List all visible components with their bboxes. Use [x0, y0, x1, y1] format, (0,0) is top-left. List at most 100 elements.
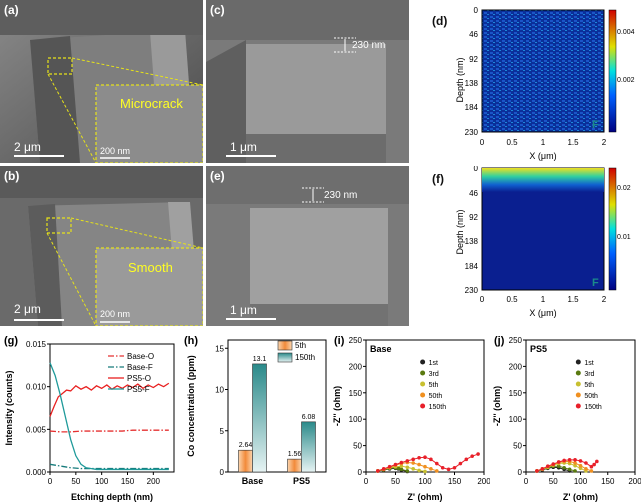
- point-i-2-5: [405, 465, 410, 470]
- point-j-1-5: [562, 465, 566, 470]
- legend-label-i-4: 150th: [429, 404, 447, 411]
- xtick-label-i-4: 200: [477, 477, 490, 486]
- xlabel-d: X (μm): [529, 151, 556, 161]
- legend-swatch-h-1: [277, 352, 293, 363]
- ylabel-g: Intensity (counts): [4, 370, 14, 445]
- panel-label-e: (e): [210, 169, 225, 183]
- point-i-4-8: [423, 455, 427, 460]
- plot-frame-g: [49, 343, 175, 473]
- element-label-f: F: [592, 277, 599, 289]
- panel-label-f: (f): [432, 172, 444, 186]
- ytick-label-i-3: 150: [349, 389, 363, 398]
- depth-label-e: 230 nm: [324, 190, 358, 201]
- point-j-4-6: [567, 458, 572, 462]
- legend-label-g-2: PS5-O: [127, 374, 151, 383]
- point-j-4-2: [546, 464, 550, 468]
- ytick-d-3: 138: [465, 79, 479, 88]
- xtick-label-j-2: 100: [574, 477, 588, 486]
- legend-marker-i-1: [420, 370, 426, 376]
- point-j-4-4: [556, 460, 561, 464]
- legend-marker-j-1: [575, 370, 581, 376]
- point-i-4-4: [399, 460, 404, 465]
- sem-image-c: [206, 0, 409, 163]
- sem-image-a: [0, 0, 203, 163]
- point-j-4-9: [584, 461, 588, 465]
- panel-label-j: (j): [494, 335, 505, 347]
- xtick-d-1: 0.5: [506, 138, 518, 147]
- xtick-label-g-3: 150: [121, 477, 135, 486]
- xtick-d-0: 0: [480, 138, 485, 147]
- panel-label-d: (d): [432, 14, 448, 28]
- ylabel-i: -Z'' (ohm): [332, 386, 342, 426]
- panel-label-b: (b): [4, 169, 20, 183]
- xtick-label-g-0: 0: [48, 477, 53, 486]
- series-line-g-3: [49, 362, 169, 471]
- point-i-1-4: [396, 466, 401, 471]
- series-line-g-1: [49, 463, 169, 470]
- point-i-4-2: [387, 464, 392, 469]
- ytick-label-j-1: 50: [513, 442, 522, 451]
- ytick-label-g-2: 0.010: [26, 383, 47, 392]
- ytick-label-g-3: 0.015: [26, 340, 47, 349]
- point-i-3-7: [417, 462, 421, 467]
- smooth-callout: Smooth: [128, 260, 173, 275]
- point-i-4-3: [393, 462, 398, 467]
- ylabel-f: Depth (nm): [455, 209, 465, 254]
- ylabel-h: Co concentration (ppm): [186, 355, 196, 457]
- series-line-g-0: [49, 429, 169, 433]
- legend-marker-i-3: [420, 392, 426, 398]
- plot-frame-h: [227, 339, 327, 473]
- point-i-2-4: [399, 464, 404, 468]
- plot-title-i: Base: [370, 344, 392, 354]
- bar-h-1-0: [287, 458, 302, 473]
- bar-value-h-0-0: 2.64: [239, 442, 253, 449]
- scale-bar-label-b: 2 μm: [14, 302, 41, 316]
- bar-value-h-1-1: 6.08: [302, 414, 316, 421]
- chart-panel-i: (i) 0 50 100 150 200 0 50 100 150 200 250 Z' (ohm) -Z…: [330, 330, 490, 504]
- legend-label-i-0: 1st: [429, 360, 438, 367]
- point-i-3-10: [435, 469, 439, 473]
- xtick-f-4: 2: [602, 295, 607, 304]
- chart-svg-j: (j) 0 50 100 150 200 0 50 100 150 200 250 Z' (ohm) -Z…: [492, 335, 641, 502]
- chart-svg-g: (g) 0 50 100 150 200 0.000 0.005 0.010 0.015 Etchi…: [4, 335, 175, 502]
- panel-label-c: (c): [210, 3, 225, 17]
- legend-label-j-2: 5th: [584, 382, 594, 389]
- colorbar-f-high: 0.02: [617, 185, 631, 192]
- point-j-4-10: [589, 464, 594, 469]
- ytick-label-j-2: 100: [509, 415, 523, 424]
- bar-h-0-0: [238, 449, 253, 473]
- point-j-1-6: [567, 467, 572, 472]
- xtick-label-j-4: 200: [628, 477, 641, 486]
- ytick-label-g-1: 0.005: [26, 425, 47, 434]
- xlabel-i: Z' (ohm): [407, 492, 442, 502]
- legend-label-g-0: Base-O: [127, 352, 154, 361]
- point-i-1-5: [399, 467, 404, 472]
- series-line-g-2: [49, 382, 170, 417]
- ytick-f-1: 46: [469, 189, 478, 198]
- point-i-4-6: [411, 457, 415, 462]
- ytick-label-j-3: 150: [509, 389, 523, 398]
- ytick-f-5: 230: [465, 286, 479, 295]
- legend-label-h-1: 150th: [295, 353, 315, 362]
- legend-label-g-3: PS5-F: [127, 385, 150, 394]
- legend-marker-i-0: [420, 359, 426, 365]
- xtick-label-i-3: 150: [448, 477, 462, 486]
- ytick-d-2: 92: [469, 55, 478, 64]
- point-j-2-7: [573, 463, 577, 468]
- point-i-2-6: [411, 467, 415, 471]
- category-label-h-0: Base: [242, 476, 264, 486]
- panel-label-a: (a): [4, 3, 19, 17]
- ytick-d-1: 46: [469, 30, 478, 39]
- heatmap-svg-f: Depth (nm) X (μm) 0 46 92 138 184 230 0 …: [455, 166, 631, 318]
- legend-label-j-0: 1st: [584, 360, 593, 367]
- xtick-label-g-4: 200: [147, 477, 161, 486]
- ytick-label-h-1: 5: [220, 427, 225, 436]
- point-j-3-9: [584, 467, 588, 471]
- xtick-label-i-2: 100: [418, 477, 432, 486]
- ytick-label-h-3: 15: [215, 344, 224, 353]
- point-i-1-6: [405, 469, 410, 473]
- xtick-label-g-2: 100: [95, 477, 109, 486]
- chart-panel-h: (h) 0 5 10 15 Co concentration (ppm) Base 2.64 1…: [180, 330, 330, 504]
- legend-label-j-4: 150th: [584, 404, 602, 411]
- chart-svg-i: (i) 0 50 100 150 200 0 50 100 150 200 250 Z' (ohm) -Z…: [332, 335, 490, 502]
